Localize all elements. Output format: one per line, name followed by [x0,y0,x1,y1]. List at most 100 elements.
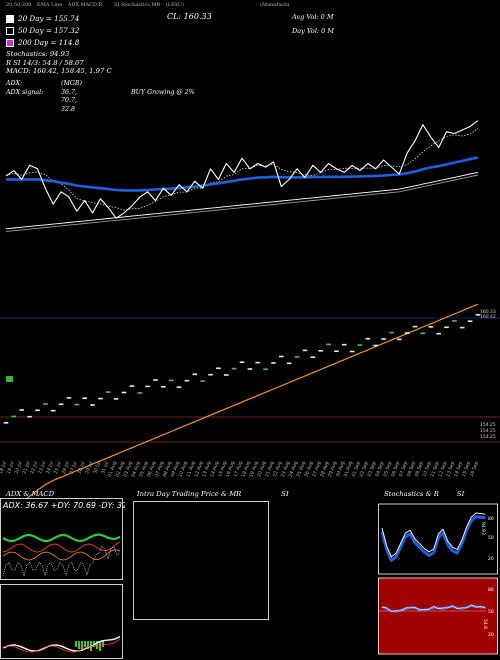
volume-mark [161,386,166,388]
volume-mark [467,320,473,322]
volume-mark [404,332,410,334]
date-tick-label: 15 Sep [461,461,472,478]
volume-layer [3,314,481,424]
date-tick-label: 31 Jul [100,461,110,475]
date-tick-label: 25 Aug [296,461,307,478]
indicator-readouts: Stochastics: 94.93 R SI 14/3: 54.8 / 58.… [6,50,112,76]
rsi-line [381,604,486,612]
macd-histogram-bar [87,641,89,649]
volume-mark [310,356,316,358]
date-tick-label: 26 Jul [61,461,71,475]
macd-histogram-bar [78,641,80,649]
avg-vol: Avg Vol: 0 M [292,13,334,21]
stoch-panel-title: Stochastics & R SI [384,490,464,498]
date-tick-label: 07 Sep [398,461,409,478]
date-tick-label: 03 Sep [367,461,378,478]
plus-di-line [2,533,121,543]
volume-mark [334,350,339,352]
adx-sub-line [2,545,121,577]
adx-macd-panel: ADX: 36.67 +DY: 70.69 -DY: 32.76 [0,498,125,659]
date-tick-label: 01 Aug [107,461,118,478]
volume-mark [145,385,150,388]
date-tick-label: 24 Jul [45,461,55,475]
volume-mark [98,397,103,400]
volume-mark [397,338,402,341]
rsi-value-label: 54.8 [482,619,488,629]
adx-frame [0,498,123,580]
date-tick-label: 24 Aug [288,461,299,478]
date-tick-label: 10 Aug [178,461,189,478]
legend-ma20: 20 Day = 155.74 [6,14,79,23]
volume-mark [82,397,87,399]
date-tick-label: 13 Sep [445,461,456,478]
volume-mark [137,392,143,394]
ma50-swatch [6,26,14,35]
rsi-axis-20: 20 [488,632,494,638]
stoch-d-line [380,515,486,562]
date-tick-label: 22 Aug [272,461,283,478]
day-vol: Day Vol: 0 M [292,27,335,35]
volume-mark [35,409,40,412]
macd-lines [2,635,121,653]
stoch-axis-80: 80 [488,516,494,522]
date-tick-label: 26 Aug [303,461,314,478]
stoch-title-text: Stochastics & R [384,490,439,498]
ma200-swatch [6,38,14,47]
volume-mark [279,355,284,358]
stochastics-readout: Stochastics: 94.93 [6,50,70,58]
ma50-line [5,128,479,211]
volume-mark [271,362,276,364]
price-label-upper: 160.33 [480,309,496,315]
stoch-axis-20: 20 [488,556,494,562]
date-tick-label: 01 Sep [351,461,362,478]
date-tick-label: 13 Aug [201,461,212,478]
date-tick-label: 09 Sep [414,461,425,478]
stoch-rsi-panel: 80 50 20 80 50 20 94.93 54.8 [378,503,498,655]
date-tick-label: 20 Jul [14,461,24,475]
date-tick-label: 22 Jul [29,461,39,475]
volume-mark [216,367,221,370]
mini-label-row: 20,50,200 EMA Line ADX,MACD,R SI,Stochas… [6,2,184,8]
volume-mark [231,367,237,370]
ema-line [6,156,479,192]
date-tick-label: 09 Aug [170,461,181,478]
date-tick-label: 28 Jul [77,461,87,475]
volume-mark [66,397,72,399]
date-tick-label: 19 Jul [6,461,16,475]
stoch-title-suffix: SI [456,490,465,498]
rsi-readout: R SI 14/3: 54.8 / 58.67 [6,58,84,67]
volume-mark [255,361,261,364]
mini-label-2: EMA Line [37,2,63,8]
volume-mark [452,320,457,322]
date-tick-label: 29 Aug [327,461,338,478]
price-label-lower2: 154.25 [480,428,496,434]
main-chart: 160.33 160.42 154.25 154.25 154.25 18 Ju… [0,120,500,500]
volume-mark [153,379,158,381]
date-tick-label: 04 Aug [130,461,141,478]
close-label: CL: 160.33 [167,12,212,21]
volume-mark [176,386,182,388]
date-tick-label: 06 Aug [146,461,157,478]
price-layer [5,120,479,232]
volume-mark [444,326,449,329]
date-tick-label: 21 Aug [264,461,275,478]
volume-mark [341,343,347,346]
volume-mark [74,403,80,406]
stoch-value-label: 94.93 [480,522,486,535]
volume-mark [412,325,418,328]
mini-label-3: ADX,MACD,R [67,2,103,8]
date-tick-label: 03 Aug [123,461,134,478]
adx-signal: BUY Growing @ 2% [131,88,195,96]
adx-readout: ADX: 36.67 +DY: 70.69 -DY: 32.76 [2,501,125,510]
macd-readout: MACD: 160.42, 158.45, 1.97 C [6,67,112,75]
volume-mark [192,373,198,376]
date-tick-label: 16 Sep [469,461,480,478]
rsi-frame [378,577,498,655]
price-label-lower3: 154.25 [480,434,496,440]
date-tick-label: 12 Aug [193,461,204,478]
date-tick-label: 29 Jul [84,461,94,475]
price-label-upper2: 160.42 [480,314,496,320]
adx-readouts: ADX: (MGB) 36.7, 70.7, 32.8 ADX signal: BU… [6,80,195,113]
volume-mark [318,350,323,352]
date-tick-label: 18 Jul [0,461,8,475]
